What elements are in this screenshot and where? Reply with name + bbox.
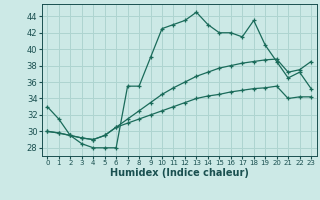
X-axis label: Humidex (Indice chaleur): Humidex (Indice chaleur) [110,168,249,178]
